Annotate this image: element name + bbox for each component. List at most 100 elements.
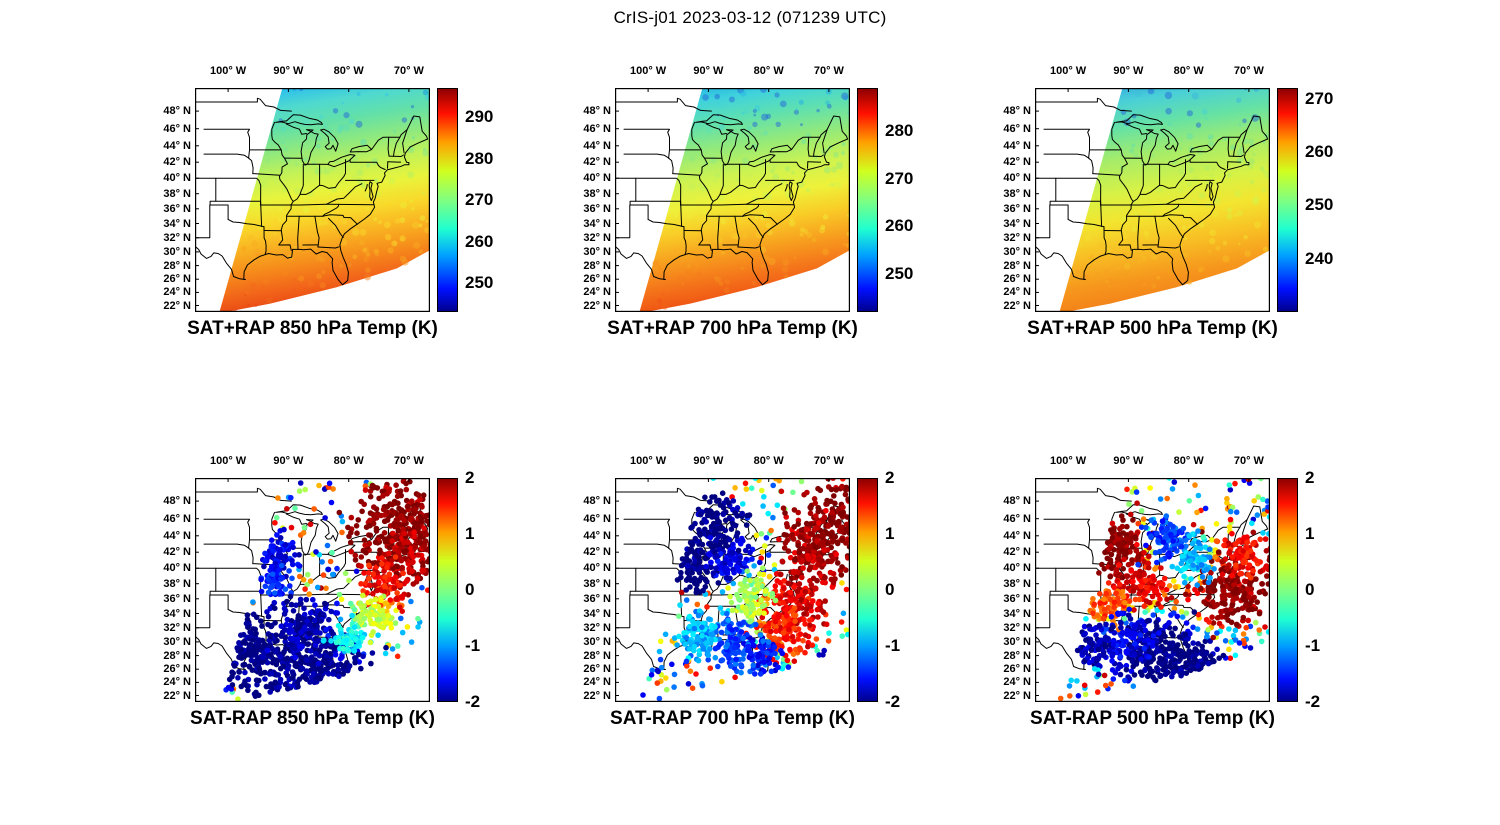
map-canvas xyxy=(1035,478,1270,702)
lon-tick-label: 100° W xyxy=(629,455,667,467)
colorbar-gradient xyxy=(858,89,877,311)
colorbar-tick-label: 280 xyxy=(885,120,914,140)
lat-tick-label: 38° N xyxy=(583,187,611,200)
lat-tick-label: 22° N xyxy=(163,299,191,312)
longitude-axis: 100° W 90° W 80° W 70° W xyxy=(1035,455,1270,475)
lat-tick-label: 34° N xyxy=(583,217,611,230)
lon-tick-label: 80° W xyxy=(1173,65,1204,77)
colorbar-tick-label: 2 xyxy=(885,468,895,487)
lat-tick-label: 46° N xyxy=(163,122,191,135)
map-canvas xyxy=(615,478,850,702)
colorbar xyxy=(857,88,878,312)
colorbar-tick-label: -1 xyxy=(1305,636,1321,655)
longitude-axis: 100° W 90° W 80° W 70° W xyxy=(195,65,430,85)
lat-tick-label: 28° N xyxy=(163,259,191,272)
latitude-axis: 48° N 46° N 44° N 42° N 40° N 38° N 36° N 34° N… xyxy=(970,478,1031,702)
lat-tick-label: 44° N xyxy=(163,529,191,542)
colorbar-gradient xyxy=(438,479,457,701)
lat-tick-label: 30° N xyxy=(163,245,191,258)
lat-tick-label: 48° N xyxy=(1003,495,1031,508)
colorbar-tick-label: 2 xyxy=(465,468,475,487)
lon-tick-label: 90° W xyxy=(273,65,304,77)
lat-tick-label: 32° N xyxy=(1003,621,1031,634)
panel-caption: SAT-RAP 850 hPa Temp (K) xyxy=(190,708,435,729)
lat-tick-label: 30° N xyxy=(583,245,611,258)
colorbar-tick-label: 260 xyxy=(1305,142,1334,161)
panel-caption: SAT-RAP 700 hPa Temp (K) xyxy=(610,708,855,729)
lat-tick-label: 26° N xyxy=(1003,273,1031,286)
lat-tick-label: 24° N xyxy=(583,286,611,299)
lat-tick-label: 48° N xyxy=(583,105,611,118)
map-frame xyxy=(615,478,850,702)
lon-tick-label: 90° W xyxy=(693,455,724,467)
lat-tick-label: 24° N xyxy=(1003,676,1031,689)
map-frame xyxy=(195,88,430,312)
lat-tick-label: 46° N xyxy=(1003,512,1031,525)
colorbar-tick-label: 260 xyxy=(465,231,494,251)
lat-tick-label: 38° N xyxy=(163,577,191,590)
colorbar-ticks: 2 1 0 -1 -2 xyxy=(465,468,527,711)
lat-tick-label: 40° N xyxy=(583,172,611,185)
lat-tick-label: 26° N xyxy=(583,663,611,676)
lat-tick-label: 32° N xyxy=(1003,231,1031,244)
figure-title: CrIS-j01 2023-03-12 (071239 UTC) xyxy=(613,8,887,27)
lat-tick-label: 44° N xyxy=(583,529,611,542)
map-canvas xyxy=(195,88,430,312)
lat-tick-label: 26° N xyxy=(1003,663,1031,676)
panel-caption: SAT+RAP 500 hPa Temp (K) xyxy=(1027,318,1278,339)
longitude-axis: 100° W 90° W 80° W 70° W xyxy=(615,65,850,85)
lat-tick-label: 36° N xyxy=(583,592,611,605)
lat-tick-label: 30° N xyxy=(1003,635,1031,648)
colorbar-gradient xyxy=(858,479,877,701)
lat-tick-label: 36° N xyxy=(583,202,611,215)
colorbar-gradient xyxy=(1278,479,1297,701)
lat-tick-label: 40° N xyxy=(1003,172,1031,185)
longitude-axis: 100° W 90° W 80° W 70° W xyxy=(195,455,430,475)
colorbar-tick-label: 2 xyxy=(1305,468,1315,487)
lat-tick-label: 40° N xyxy=(1003,562,1031,575)
lat-tick-label: 42° N xyxy=(1003,156,1031,169)
lat-tick-label: 26° N xyxy=(163,663,191,676)
lat-tick-label: 28° N xyxy=(583,259,611,272)
colorbar-tick-label: 270 xyxy=(465,190,494,209)
lat-tick-label: 42° N xyxy=(1003,546,1031,559)
lat-tick-label: 34° N xyxy=(163,217,191,230)
lat-tick-label: 24° N xyxy=(1003,286,1031,299)
colorbar-tick-label: 250 xyxy=(465,273,494,292)
colorbar-tick-label: -2 xyxy=(885,692,901,711)
lat-tick-label: 48° N xyxy=(1003,105,1031,118)
lat-tick-label: 46° N xyxy=(583,512,611,525)
lon-tick-label: 80° W xyxy=(753,455,784,467)
lat-tick-label: 34° N xyxy=(583,607,611,620)
lon-tick-label: 70° W xyxy=(813,65,844,77)
colorbar-tick-label: 290 xyxy=(465,107,494,126)
colorbar-ticks: 2 1 0 -1 -2 xyxy=(885,468,947,711)
lon-tick-label: 70° W xyxy=(1233,65,1264,77)
panel-sat-plus-rap-700: 100° W 90° W 80° W 70° W 48° N 46° N 44° N 42°… xyxy=(550,55,950,355)
lat-tick-label: 26° N xyxy=(583,273,611,286)
lat-tick-label: 24° N xyxy=(163,286,191,299)
colorbar-tick-label: 250 xyxy=(885,263,914,283)
latitude-axis: 48° N 46° N 44° N 42° N 40° N 38° N 36° N 34° N… xyxy=(970,88,1031,312)
lon-tick-label: 80° W xyxy=(753,65,784,77)
colorbar-tick-label: 270 xyxy=(1305,88,1334,108)
lat-tick-label: 46° N xyxy=(163,512,191,525)
lat-tick-label: 28° N xyxy=(1003,259,1031,272)
lat-tick-label: 26° N xyxy=(163,273,191,286)
lat-tick-label: 42° N xyxy=(163,156,191,169)
colorbar-ticks: 270 260 250 240 xyxy=(1305,88,1367,312)
colorbar-gradient xyxy=(1278,89,1297,311)
lat-tick-label: 36° N xyxy=(1003,592,1031,605)
colorbar-tick-label: 250 xyxy=(1305,195,1334,215)
lat-tick-label: 32° N xyxy=(163,621,191,634)
latitude-axis: 48° N 46° N 44° N 42° N 40° N 38° N 36° N 34° N… xyxy=(130,88,191,312)
panel-sat-minus-rap-500: 100° W 90° W 80° W 70° W 48° N 46° N 44° N 42°… xyxy=(970,445,1370,745)
lat-tick-label: 36° N xyxy=(163,592,191,605)
colorbar-tick-label: 270 xyxy=(885,168,914,188)
colorbar-gradient xyxy=(438,89,457,311)
lat-tick-label: 44° N xyxy=(583,139,611,152)
lon-tick-label: 80° W xyxy=(333,65,364,77)
colorbar-ticks: 280 270 260 250 xyxy=(885,88,947,312)
map-canvas xyxy=(615,88,850,312)
latitude-axis: 48° N 46° N 44° N 42° N 40° N 38° N 36° N 34° N… xyxy=(550,88,611,312)
